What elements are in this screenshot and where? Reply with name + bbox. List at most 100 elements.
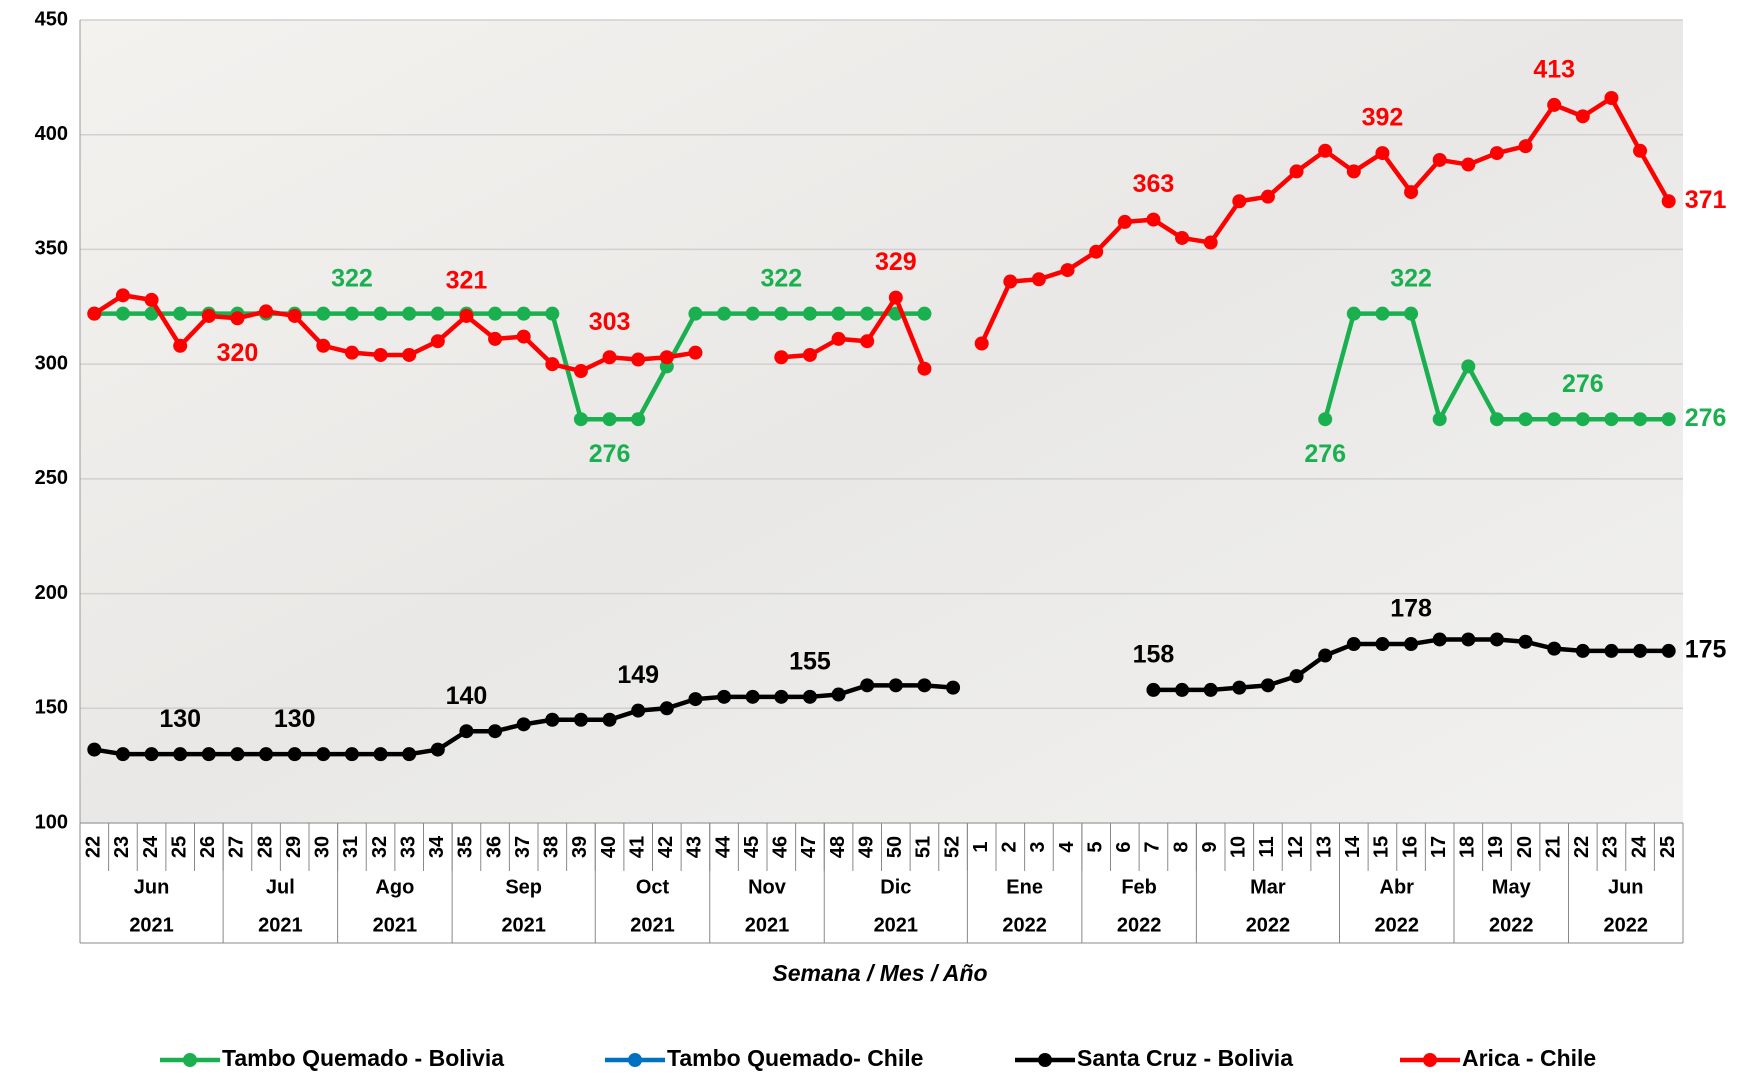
year-label: 2021	[258, 914, 303, 936]
data-point	[917, 678, 932, 693]
x-tick-label: 15	[1371, 836, 1393, 858]
x-tick-label: 21	[1542, 836, 1564, 858]
data-point	[717, 306, 732, 321]
data-point	[488, 724, 503, 739]
x-tick-label: 24	[140, 835, 162, 858]
x-tick-label: 44	[712, 835, 734, 858]
data-point	[1633, 143, 1648, 158]
x-tick-label: 46	[770, 836, 792, 858]
data-point	[1375, 637, 1390, 652]
data-point	[1318, 412, 1333, 427]
data-point	[946, 680, 961, 695]
x-tick-label: 51	[913, 836, 935, 858]
x-tick-label: 11	[1256, 836, 1278, 857]
data-point	[173, 747, 188, 762]
x-tick-label: 27	[226, 836, 248, 858]
data-point	[860, 306, 875, 321]
data-point	[1232, 680, 1247, 695]
data-point	[802, 347, 817, 362]
data-point	[831, 687, 846, 702]
data-point	[1260, 678, 1275, 693]
month-label: Feb	[1121, 876, 1157, 898]
data-point	[1117, 214, 1132, 229]
y-tick-label: 200	[35, 582, 68, 604]
data-point	[688, 345, 703, 360]
data-point	[1575, 412, 1590, 427]
data-point	[230, 311, 245, 326]
x-tick-label: 26	[197, 836, 219, 858]
x-tick-label: 42	[655, 836, 677, 858]
month-label: Mar	[1250, 876, 1286, 898]
data-point	[774, 306, 789, 321]
data-label: 276	[589, 440, 631, 468]
data-point	[1547, 97, 1562, 112]
data-point	[1489, 412, 1504, 427]
data-point	[1518, 412, 1533, 427]
data-point	[1633, 412, 1648, 427]
x-tick-label: 20	[1514, 836, 1536, 858]
y-tick-label: 350	[35, 238, 68, 260]
x-tick-label: 14	[1342, 835, 1364, 858]
month-label: Ene	[1006, 876, 1043, 898]
x-tick-label: 8	[1170, 841, 1192, 852]
data-point	[659, 350, 674, 365]
x-tick-label: 5	[1084, 841, 1106, 852]
data-point	[545, 357, 560, 372]
data-point	[115, 288, 130, 303]
x-tick-label: 19	[1485, 836, 1507, 858]
data-point	[1432, 152, 1447, 167]
data-point	[545, 306, 560, 321]
data-point	[688, 692, 703, 707]
data-point	[573, 412, 588, 427]
data-point	[1404, 637, 1419, 652]
x-tick-label: 23	[1600, 836, 1622, 858]
data-point	[201, 308, 216, 323]
month-label: Jun	[1608, 876, 1644, 898]
data-point	[1461, 632, 1476, 647]
x-tick-label: 10	[1228, 836, 1250, 858]
legend-marker	[183, 1053, 197, 1067]
data-point	[917, 361, 932, 376]
data-label: 392	[1362, 104, 1404, 132]
data-point	[516, 329, 531, 344]
x-tick-label: 28	[254, 836, 276, 858]
x-tick-label: 9	[1199, 841, 1221, 852]
data-point	[888, 290, 903, 305]
data-point	[488, 331, 503, 346]
x-tick-label: 39	[569, 836, 591, 858]
month-label: Ago	[375, 876, 414, 898]
data-point	[717, 689, 732, 704]
data-label: 276	[1685, 404, 1727, 432]
data-point	[688, 306, 703, 321]
data-point	[774, 689, 789, 704]
data-point	[1461, 157, 1476, 172]
data-point	[488, 306, 503, 321]
month-label: Sep	[505, 876, 542, 898]
data-point	[1432, 632, 1447, 647]
data-point	[430, 742, 445, 757]
data-point	[316, 747, 331, 762]
y-tick-label: 400	[35, 123, 68, 145]
data-point	[287, 747, 302, 762]
data-point	[745, 306, 760, 321]
data-point	[573, 712, 588, 727]
data-point	[1260, 189, 1275, 204]
x-tick-label: 33	[397, 836, 419, 858]
x-tick-label: 23	[111, 836, 133, 858]
year-label: 2022	[1117, 914, 1162, 936]
month-label: Jun	[134, 876, 170, 898]
y-tick-label: 150	[35, 697, 68, 719]
x-tick-label: 3	[1027, 841, 1049, 852]
x-tick-label: 41	[626, 836, 648, 858]
data-label: 276	[1304, 440, 1346, 468]
data-point	[1146, 212, 1161, 227]
data-point	[1031, 272, 1046, 287]
data-point	[1432, 412, 1447, 427]
data-point	[173, 338, 188, 353]
data-point	[1661, 412, 1676, 427]
month-label: May	[1492, 876, 1532, 898]
y-tick-label: 250	[35, 467, 68, 489]
data-point	[1346, 637, 1361, 652]
x-tick-label: 49	[855, 836, 877, 858]
data-point	[602, 350, 617, 365]
